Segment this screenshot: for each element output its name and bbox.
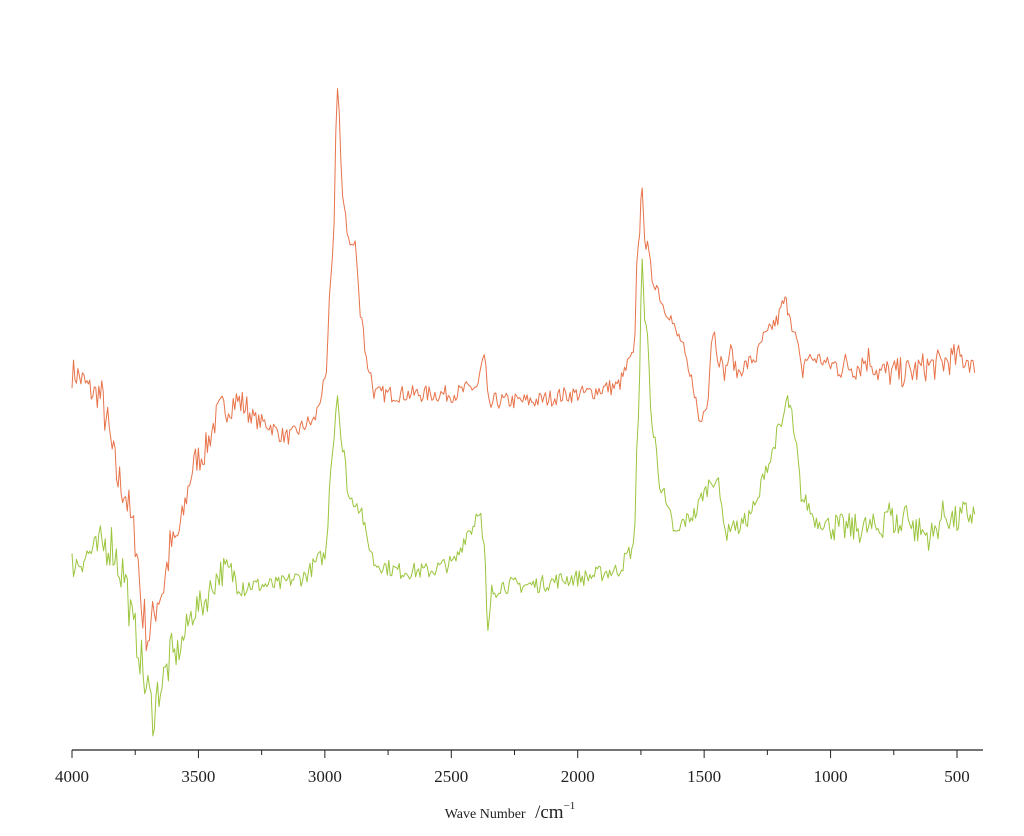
x-tick-label: 4000	[55, 767, 89, 786]
spectrum-line-upper	[71, 88, 976, 652]
x-tick-label: 1500	[687, 767, 721, 786]
x-tick-label: 2000	[561, 767, 595, 786]
x-tick-label: 2500	[434, 767, 468, 786]
x-axis-label-unit-exponent: −1	[564, 800, 576, 812]
x-tick-label: 500	[944, 767, 970, 786]
x-axis-label-text: Wave Number	[445, 807, 526, 822]
x-axis-ticks: 4000 3500 3000 2500 2000 1500 1000 500	[55, 750, 970, 786]
x-axis-label: Wave Number /cm−1	[445, 800, 576, 823]
x-tick-label: 3500	[181, 767, 215, 786]
x-tick-label: 3000	[308, 767, 342, 786]
series-layer	[71, 88, 976, 737]
spectrum-line-lower	[71, 258, 976, 737]
x-tick-label: 1000	[814, 767, 848, 786]
x-axis-label-unit: /cm	[535, 802, 564, 823]
